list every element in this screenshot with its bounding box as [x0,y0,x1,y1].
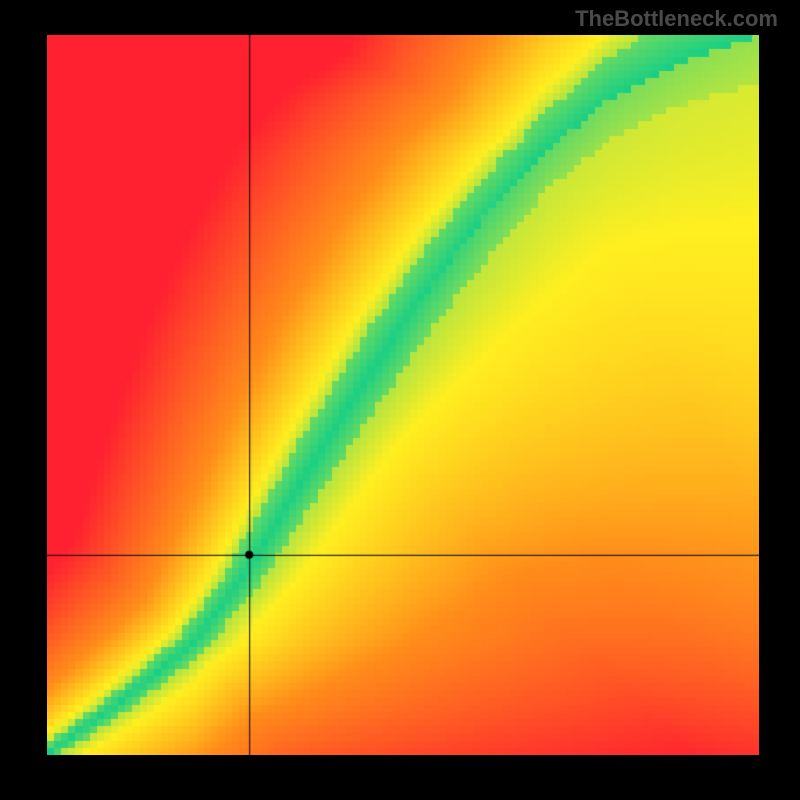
watermark-text: TheBottleneck.com [575,6,778,32]
bottleneck-heatmap [47,35,759,755]
